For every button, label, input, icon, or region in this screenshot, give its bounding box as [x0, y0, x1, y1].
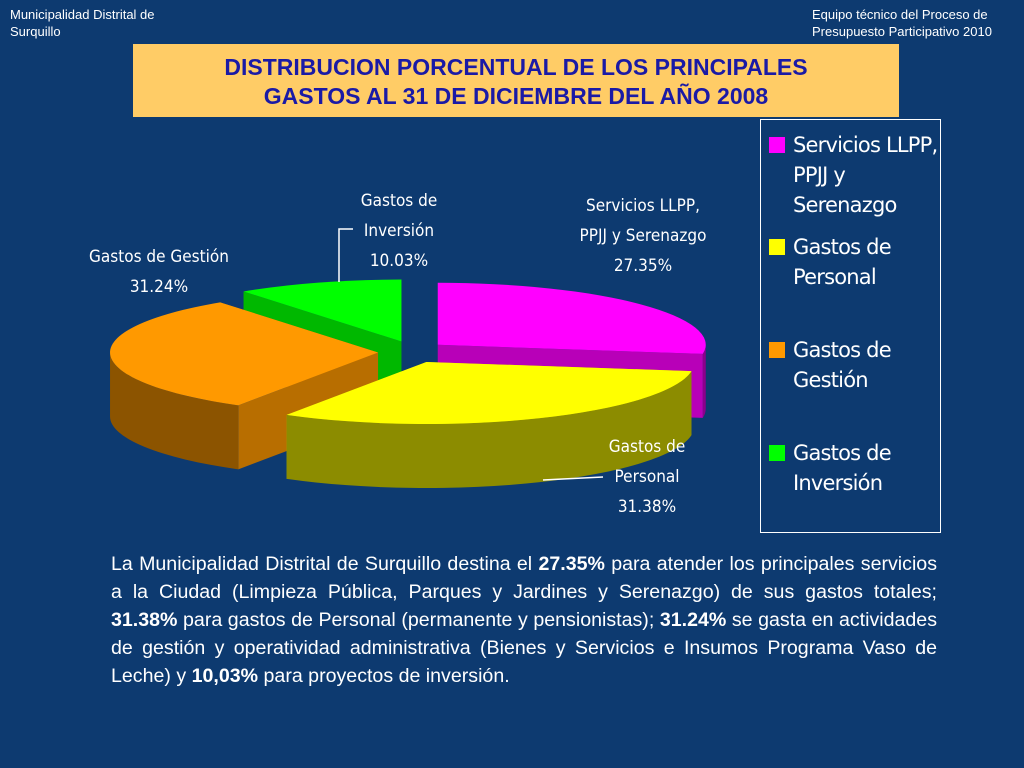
header-left: Municipalidad Distrital de Surquillo [10, 6, 155, 40]
legend-personal-line2: Personal [793, 265, 877, 289]
pie-slice-gestion-side [110, 352, 239, 470]
page-title: DISTRIBUCION PORCENTUAL DE LOS PRINCIPAL… [133, 44, 899, 117]
legend-swatch-gestion [769, 342, 785, 358]
legend-inversion-line1: Gastos de [793, 441, 892, 465]
header-right-line1: Equipo técnico del Proceso de [812, 7, 988, 22]
header-left-line1: Municipalidad Distrital de [10, 7, 155, 22]
slice-label-personal-value: 31.38% [617, 497, 677, 517]
legend-swatch-servicios [769, 137, 785, 153]
leader-line-personal [542, 476, 604, 481]
slice-label-inversion-value: 10.03% [369, 251, 429, 271]
desc-value-gestion: 31.24% [659, 609, 727, 631]
slice-label-servicios-line2: PPJJ y Serenazgo [579, 226, 707, 246]
slice-label-inversion: Gastos de Inversión 10.03% [336, 186, 462, 276]
legend-item-servicios: Servicios LLPP, PPJJ y Serenazgo [769, 130, 943, 220]
legend-swatch-inversion [769, 445, 785, 461]
slice-label-servicios-line1: Servicios LLPP, [586, 196, 700, 216]
header-left-line2: Surquillo [10, 24, 61, 39]
desc-part-2: para atender los principales servicios a… [111, 553, 937, 603]
desc-part-3: para gastos de Personal (permanente y pe… [177, 609, 660, 631]
slice-label-servicios-value: 27.35% [613, 256, 673, 276]
legend-swatch-personal [769, 239, 785, 255]
desc-value-servicios: 27.35% [538, 553, 605, 575]
desc-value-inversion: 10,03% [191, 665, 259, 687]
pie-slice-inversion [243, 279, 402, 342]
legend-label-gestion: Gastos de Gestión [793, 335, 943, 395]
slice-label-servicios: Servicios LLPP, PPJJ y Serenazgo 27.35% [553, 191, 733, 281]
pie-slice-personal [286, 361, 692, 424]
chart-legend: Servicios LLPP, PPJJ y Serenazgo Gastos … [760, 119, 941, 533]
desc-value-personal: 31.38% [111, 609, 178, 631]
slice-label-gestion-line1: Gastos de Gestión [89, 247, 229, 267]
slice-label-inversion-line1: Gastos de [360, 191, 438, 211]
legend-item-personal: Gastos de Personal [769, 232, 943, 292]
legend-servicios-line1: Servicios LLPP, [793, 133, 938, 157]
slice-label-personal-line2: Personal [614, 467, 680, 487]
legend-item-gestion: Gastos de Gestión [769, 335, 943, 395]
legend-label-servicios: Servicios LLPP, PPJJ y Serenazgo [793, 130, 943, 220]
title-line1: DISTRIBUCION PORCENTUAL DE LOS PRINCIPAL… [224, 54, 808, 80]
slice-label-personal: Gastos de Personal 31.38% [575, 432, 719, 522]
slice-label-gestion-value: 31.24% [129, 277, 189, 297]
slice-label-inversion-line2: Inversión [363, 221, 435, 241]
legend-gestion-line1: Gastos de [793, 338, 892, 362]
legend-item-inversion: Gastos de Inversión [769, 438, 943, 498]
desc-part-5: para proyectos de inversión. [258, 665, 510, 687]
header-right-line2: Presupuesto Participativo 2010 [812, 24, 992, 39]
legend-label-inversion: Gastos de Inversión [793, 438, 943, 498]
desc-part-1: La Municipalidad Distrital de Surquillo … [111, 553, 539, 575]
slice-label-gestion: Gastos de Gestión 31.24% [74, 242, 245, 302]
legend-personal-line1: Gastos de [793, 235, 892, 259]
desc-part-4: se gasta en actividades de gestión y ope… [111, 609, 937, 687]
header-right: Equipo técnico del Proceso de Presupuest… [812, 6, 992, 40]
legend-label-personal: Gastos de Personal [793, 232, 943, 292]
legend-servicios-line3: Serenazgo [793, 193, 897, 217]
pie-slice-gestion [110, 302, 379, 406]
title-line2: GASTOS AL 31 DE DICIEMBRE DEL AÑO 2008 [263, 83, 769, 109]
pie-slice-servicios-side [702, 344, 706, 418]
pie-slice-servicios [437, 282, 706, 354]
legend-gestion-line2: Gestión [793, 368, 869, 392]
pie-slice-personal-side [286, 371, 692, 488]
leader-line-inversion [338, 228, 353, 282]
description-text: La Municipalidad Distrital de Surquillo … [111, 550, 937, 690]
slice-label-personal-line1: Gastos de [608, 437, 686, 457]
legend-inversion-line2: Inversión [793, 471, 883, 495]
legend-servicios-line2: PPJJ y [793, 163, 846, 187]
